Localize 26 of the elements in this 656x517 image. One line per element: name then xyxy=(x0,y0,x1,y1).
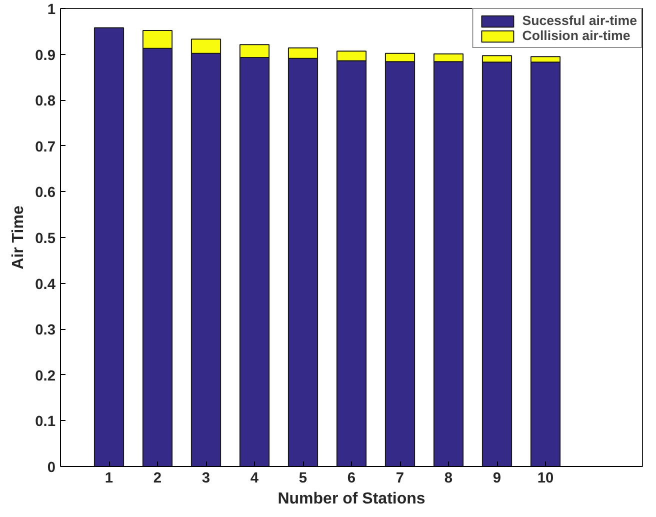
y-tick-label: 0.4 xyxy=(35,276,56,293)
x-tick-label: 3 xyxy=(202,470,210,486)
y-tick-label: 0.6 xyxy=(35,185,56,202)
y-tick-label: 0.1 xyxy=(35,414,56,430)
x-tick-label: 6 xyxy=(347,470,356,486)
y-tick-label: 0.5 xyxy=(35,231,56,247)
x-tick-label: 1 xyxy=(104,470,114,486)
y-tick-label: 0.7 xyxy=(35,139,56,156)
y-axis-title: Air Time xyxy=(10,206,28,270)
y-tick-label: 0.2 xyxy=(35,368,56,384)
y-tick-label: 0 xyxy=(47,460,56,476)
x-tick-label: 2 xyxy=(153,470,162,486)
x-tick-label: 9 xyxy=(492,470,502,486)
x-axis-title: Number of Stations xyxy=(278,490,426,508)
legend-label: Sucessful air-time xyxy=(522,13,637,28)
x-tick-label: 4 xyxy=(250,470,260,486)
x-tick-label: 5 xyxy=(298,470,308,486)
y-tick-label: 0.3 xyxy=(35,322,56,339)
y-tick-label: 0.9 xyxy=(35,48,56,64)
bar xyxy=(94,27,124,466)
x-tick-label: 8 xyxy=(444,470,453,486)
y-tick-label: 1 xyxy=(47,2,56,18)
legend-label: Collision air-time xyxy=(522,28,630,43)
y-tick-label: 0.8 xyxy=(35,94,56,110)
x-tick-label: 10 xyxy=(537,470,554,486)
x-tick-label: 7 xyxy=(396,470,404,486)
